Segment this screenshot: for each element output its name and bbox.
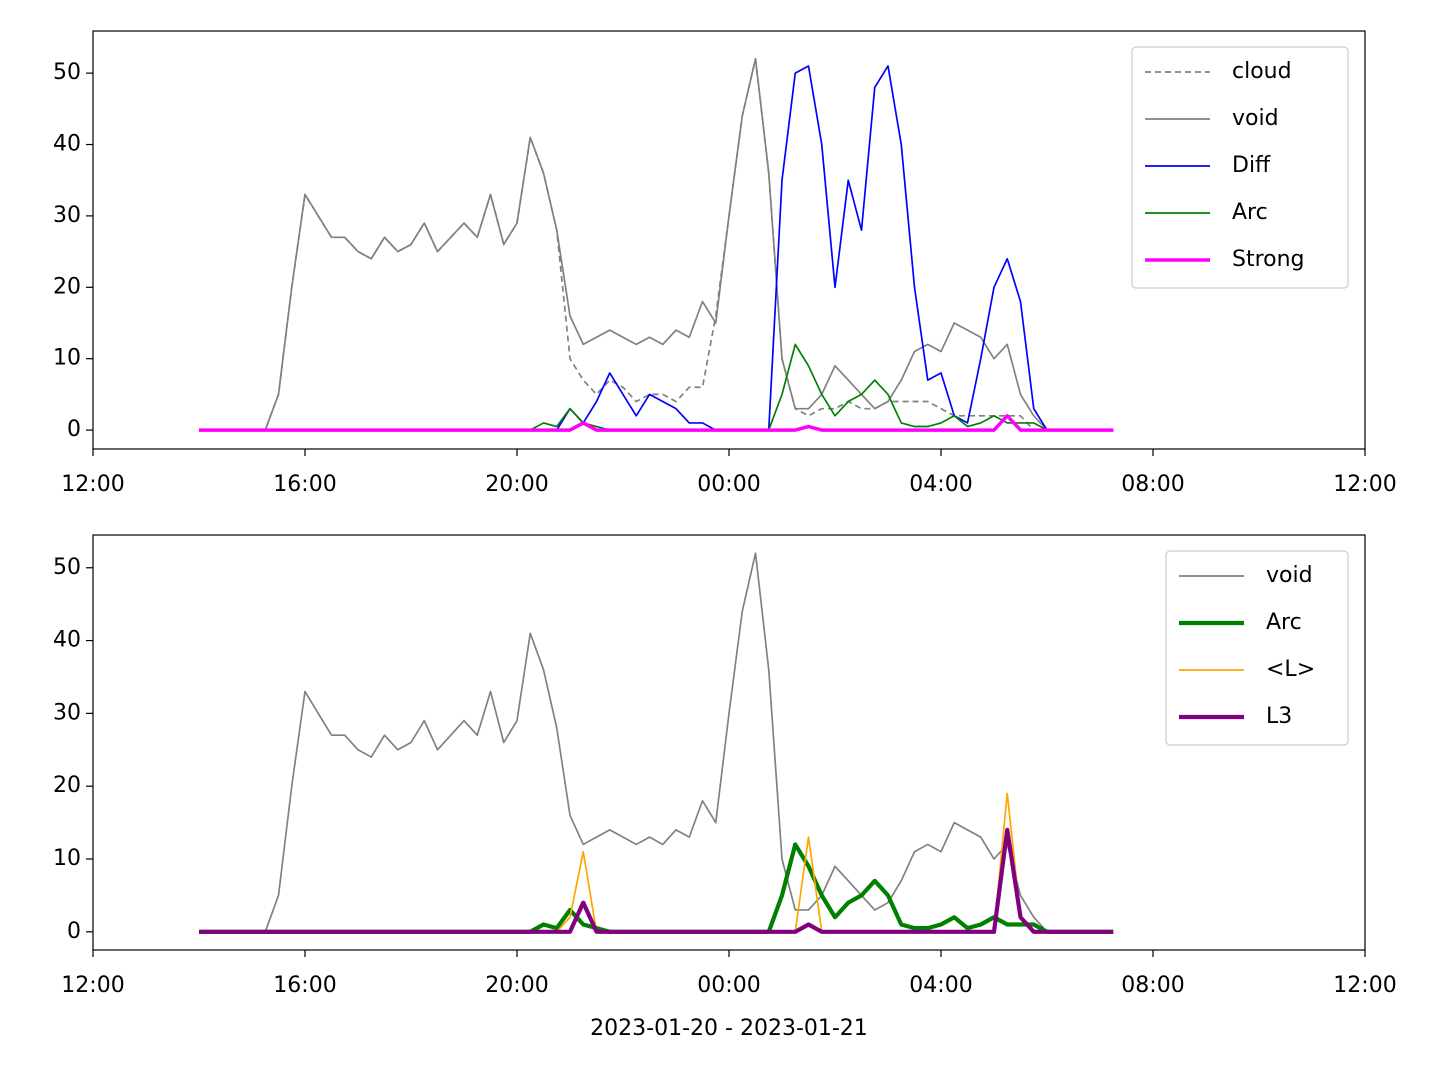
x-tick-label: 12:00 bbox=[1333, 472, 1396, 497]
y-tick-label: 30 bbox=[53, 203, 81, 228]
x-tick-label: 16:00 bbox=[273, 472, 336, 497]
series-line bbox=[199, 792, 1114, 933]
x-tick-label: 12:00 bbox=[1333, 973, 1396, 998]
legend: void Arc <L> L3 bbox=[1165, 550, 1349, 746]
legend-label: Arc bbox=[1232, 200, 1268, 225]
x-tick-label: 12:00 bbox=[61, 973, 124, 998]
x-tick-label: 04:00 bbox=[909, 973, 972, 998]
y-tick-label: 10 bbox=[53, 346, 81, 371]
y-tick-label: 40 bbox=[53, 132, 81, 157]
series-line bbox=[199, 414, 1114, 432]
legend-box bbox=[1165, 550, 1349, 746]
y-tick-label: 40 bbox=[53, 628, 81, 653]
y-tick-label: 30 bbox=[53, 700, 81, 725]
y-tick-label: 10 bbox=[53, 846, 81, 871]
x-tick-label: 16:00 bbox=[273, 973, 336, 998]
x-tick-label: 08:00 bbox=[1121, 472, 1184, 497]
series-line bbox=[199, 827, 1114, 934]
series-line bbox=[199, 343, 1114, 431]
x-tick-label: 00:00 bbox=[697, 973, 760, 998]
series-line bbox=[199, 58, 1114, 431]
legend-label: <L> bbox=[1266, 657, 1315, 682]
y-tick-label: 0 bbox=[67, 919, 81, 944]
legend-label: Strong bbox=[1232, 247, 1305, 272]
series-line bbox=[199, 58, 1114, 431]
y-tick-label: 20 bbox=[53, 274, 81, 299]
plot-frame bbox=[92, 534, 1366, 951]
legend-label: L3 bbox=[1266, 704, 1292, 729]
plot-frame bbox=[92, 30, 1366, 450]
y-tick-label: 20 bbox=[53, 773, 81, 798]
series-line bbox=[199, 842, 1114, 934]
legend: cloud void Diff Arc Strong bbox=[1131, 46, 1349, 289]
x-tick-label: 12:00 bbox=[61, 472, 124, 497]
legend-label: void bbox=[1232, 106, 1279, 131]
legend-label: void bbox=[1266, 563, 1313, 588]
y-tick-label: 50 bbox=[53, 60, 81, 85]
series-line bbox=[199, 552, 1114, 933]
y-tick-label: 50 bbox=[53, 555, 81, 580]
legend-box bbox=[1131, 46, 1349, 289]
x-tick-label: 20:00 bbox=[485, 973, 548, 998]
legend-label: Diff bbox=[1232, 153, 1271, 178]
series-line bbox=[199, 65, 1114, 431]
legend-label: Arc bbox=[1266, 610, 1302, 635]
x-tick-label: 00:00 bbox=[697, 472, 760, 497]
x-tick-label: 04:00 bbox=[909, 472, 972, 497]
x-axis-label: 2023-01-20 - 2023-01-21 bbox=[590, 1016, 868, 1041]
y-tick-label: 0 bbox=[67, 417, 81, 442]
legend-label: cloud bbox=[1232, 59, 1292, 84]
x-tick-label: 20:00 bbox=[485, 472, 548, 497]
x-tick-label: 08:00 bbox=[1121, 973, 1184, 998]
